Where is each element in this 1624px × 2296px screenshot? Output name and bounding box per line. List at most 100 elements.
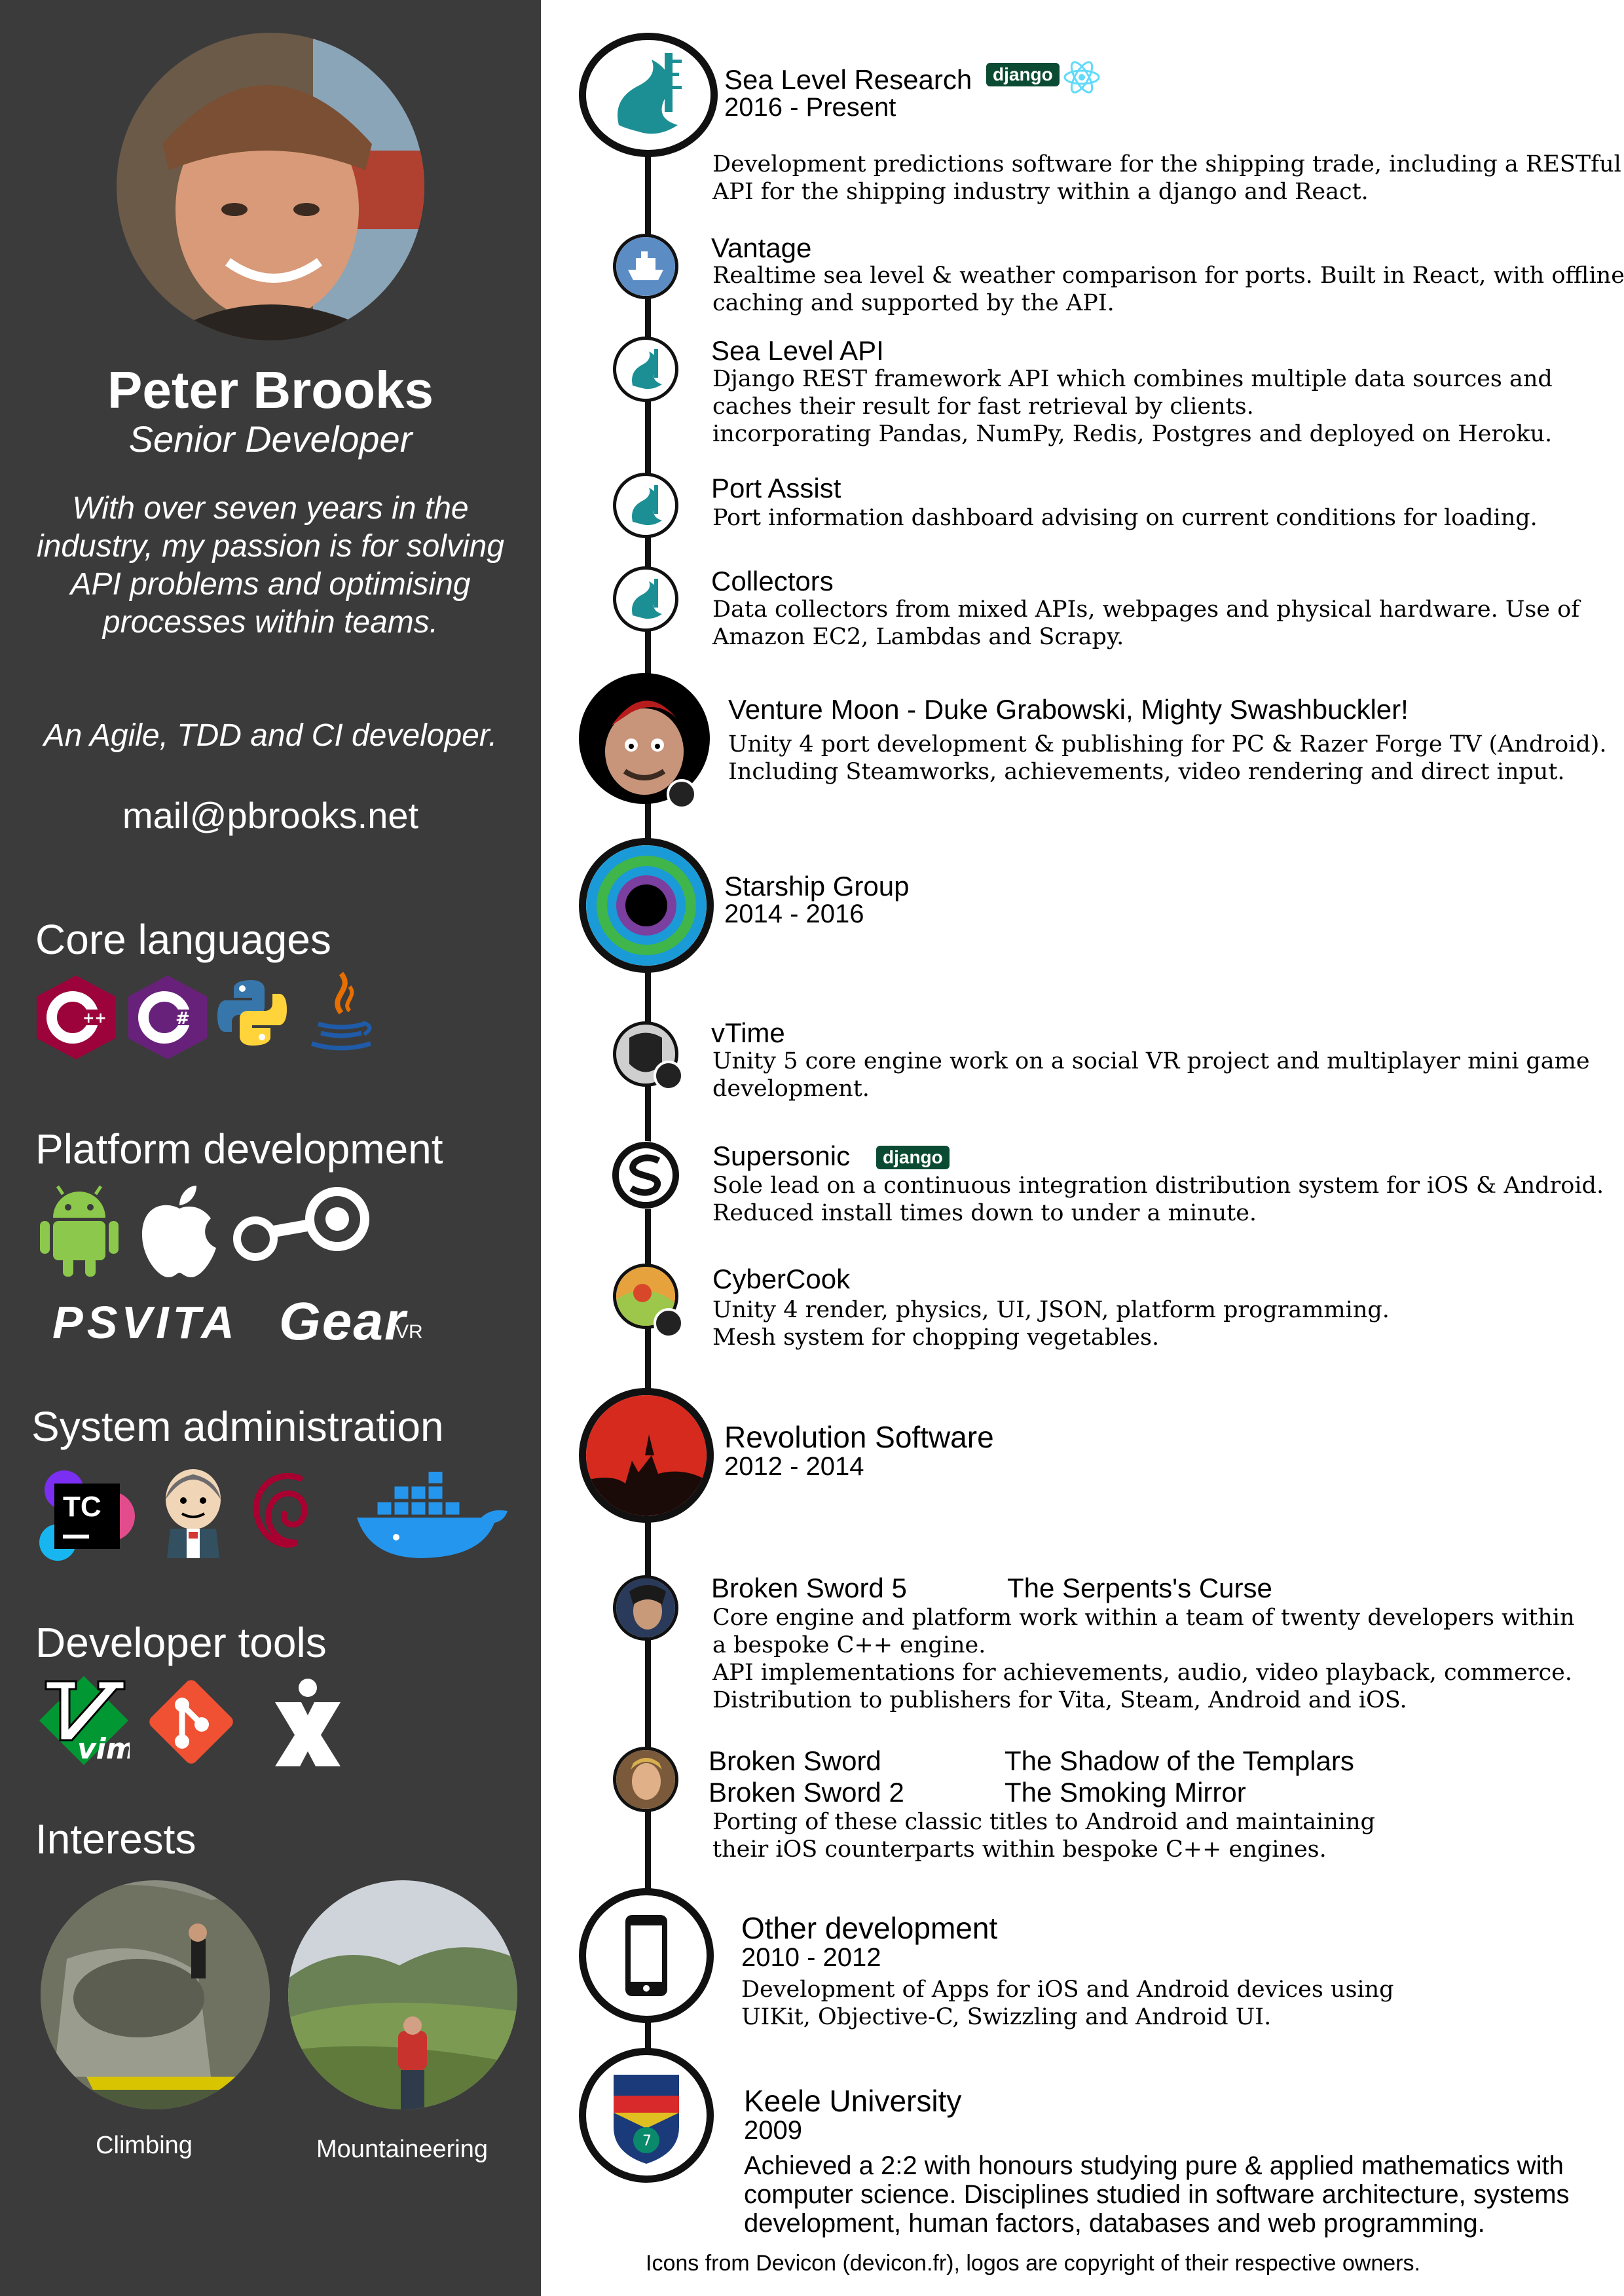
cybercook-desc-2: Mesh system for chopping vegetables. (712, 1324, 1160, 1351)
collectors-title: Collectors (711, 566, 834, 596)
supersonic-title: Supersonic (712, 1140, 851, 1171)
broken-sword-2-title: Broken Sword 2 (709, 1777, 904, 1808)
cybercook-title: CyberCook (712, 1264, 851, 1294)
broken-sword-5-subtitle: The Serpents's Curse (1007, 1573, 1272, 1603)
keele-logo: 7 (579, 2048, 714, 2183)
starship-dates: 2014 - 2016 (724, 900, 864, 928)
profile-bio-agile: An Agile, TDD and CI developer. (43, 718, 498, 753)
timeline-line (645, 98, 651, 2095)
sidebar: Peter Brooks Senior Developer With over … (0, 0, 541, 2296)
section-core-languages: Core languages (35, 916, 331, 963)
apple-icon (139, 1182, 221, 1281)
keele-crest-number: 7 (642, 2133, 652, 2149)
other-development-dates: 2010 - 2012 (741, 1943, 881, 1972)
collectors-desc-1: Data collectors from mixed APIs, webpage… (712, 596, 1580, 623)
port-assist-desc-1: Port information dashboard advising on c… (712, 505, 1538, 531)
svg-text:++: ++ (83, 1010, 107, 1027)
sea-level-research-desc-1: Development predictions software for the… (712, 151, 1621, 177)
vtime-desc-1: Unity 5 core engine work on a social VR … (712, 1048, 1590, 1074)
react-icon (1062, 59, 1101, 99)
broken-sword-5-desc-4: Distribution to publishers for Vita, Ste… (712, 1687, 1407, 1713)
unity-icon (654, 1308, 684, 1338)
revolution-title: Revolution Software (724, 1420, 994, 1454)
sea-level-api-title: Sea Level API (711, 335, 884, 366)
revolution-dates: 2012 - 2014 (724, 1452, 864, 1481)
git-icon (145, 1676, 237, 1771)
section-developer-tools: Developer tools (35, 1619, 327, 1666)
java-icon (305, 970, 377, 1059)
keele-desc-2: computer science. Disciplines studied in… (744, 2180, 1570, 2209)
svg-text:#: # (175, 1009, 190, 1029)
broken-sword-5-title: Broken Sword 5 (711, 1573, 907, 1603)
broken-sword-desc-2: their iOS counterparts within bespoke C+… (712, 1836, 1327, 1863)
android-icon (37, 1185, 122, 1280)
sea-level-research-logo (579, 33, 718, 157)
psvita-logo: PSVITA (52, 1297, 238, 1348)
climbing-photo (41, 1880, 270, 2109)
keele-title: Keele University (744, 2084, 962, 2118)
footer-credits: Icons from Devicon (devicon.fr), logos a… (646, 2251, 1420, 2276)
vantage-desc-1: Realtime sea level & weather comparison … (712, 263, 1624, 289)
broken-sword-title: Broken Sword (709, 1745, 881, 1776)
sea-level-api-desc-3: incorporating Pandas, NumPy, Redis, Post… (712, 421, 1553, 447)
keele-dates: 2009 (744, 2116, 802, 2145)
vim-icon: vim (38, 1675, 136, 1770)
vim-label: vim (77, 1732, 130, 1766)
port-assist-logo (613, 473, 678, 538)
vantage-desc-2: caching and supported by the API. (712, 290, 1115, 316)
starship-title: Starship Group (724, 871, 910, 902)
broken-sword-desc-1: Porting of these classic titles to Andro… (712, 1809, 1375, 1835)
teamcity-label: TC (63, 1491, 101, 1523)
vtime-desc-2: development. (712, 1076, 870, 1102)
cybercook-desc-1: Unity 4 render, physics, UI, JSON, platf… (712, 1297, 1390, 1323)
interest-label-climbing: Climbing (96, 2132, 193, 2159)
venture-moon-desc-2: Including Steamworks, achievements, vide… (728, 759, 1565, 785)
jenkins-icon (157, 1467, 229, 1561)
sea-level-research-dates: 2016 - Present (724, 93, 896, 122)
section-platform-development: Platform development (35, 1125, 443, 1173)
debian-icon (248, 1465, 326, 1560)
other-development-desc-2: UIKit, Objective-C, Swizzling and Androi… (741, 2004, 1272, 2030)
unity-icon (667, 779, 697, 809)
profile-role: Senior Developer (128, 418, 413, 460)
other-development-title: Other development (741, 1911, 998, 1945)
broken-sword-2-subtitle: The Smoking Mirror (1005, 1777, 1246, 1808)
vantage-title: Vantage (711, 232, 812, 263)
django-badge: django (876, 1146, 950, 1169)
other-development-desc-1: Development of Apps for iOS and Android … (741, 1977, 1394, 2003)
keele-desc-1: Achieved a 2:2 with honours studying pur… (744, 2151, 1564, 2180)
gear-vr-suffix: VR (396, 1321, 423, 1343)
steam-icon (229, 1186, 373, 1268)
keele-desc-3: development, human factors, databases an… (744, 2209, 1485, 2238)
broken-sword-5-desc-1: Core engine and platform work within a t… (712, 1605, 1575, 1631)
collectors-logo (613, 566, 678, 632)
section-interests: Interests (35, 1815, 196, 1863)
broken-sword-logo (613, 1747, 678, 1812)
csharp-icon: # (128, 975, 207, 1063)
sea-level-api-desc-2: caches their result for fast retrieval b… (712, 393, 1254, 420)
sea-level-api-logo (613, 337, 678, 402)
supersonic-desc-2: Reduced install times down to under a mi… (712, 1200, 1257, 1226)
profile-photo (117, 33, 424, 340)
revolution-logo (579, 1388, 714, 1523)
venture-moon-desc-1: Unity 4 port development & publishing fo… (728, 731, 1607, 757)
broken-sword-5-desc-3: API implementations for achievements, au… (712, 1660, 1572, 1686)
broken-sword-subtitle: The Shadow of the Templars (1005, 1745, 1354, 1776)
section-system-administration: System administration (31, 1403, 444, 1450)
broken-sword-5-desc-2: a bespoke C++ engine. (712, 1632, 986, 1658)
sea-level-research-desc-2: API for the shipping industry within a d… (712, 179, 1369, 205)
other-development-logo (579, 1888, 714, 2023)
teamcity-icon: TC (38, 1470, 136, 1565)
venture-moon-title: Venture Moon - Duke Grabowski, Mighty Sw… (728, 694, 1409, 725)
cplusplus-icon: ++ (37, 975, 115, 1063)
python-icon (216, 977, 288, 1052)
sea-level-api-desc-1: Django REST framework API which combines… (712, 366, 1553, 392)
supersonic-logo (612, 1141, 680, 1209)
django-badge: django (986, 63, 1060, 86)
supersonic-desc-1: Sole lead on a continuous integration di… (712, 1173, 1604, 1199)
gear-vr-logo: Gear (279, 1292, 407, 1351)
collectors-desc-2: Amazon EC2, Lambdas and Scrapy. (712, 624, 1124, 650)
profile-email[interactable]: mail@pbrooks.net (122, 795, 419, 836)
mountaineering-photo (288, 1880, 517, 2109)
cybercook-logo (613, 1264, 678, 1329)
